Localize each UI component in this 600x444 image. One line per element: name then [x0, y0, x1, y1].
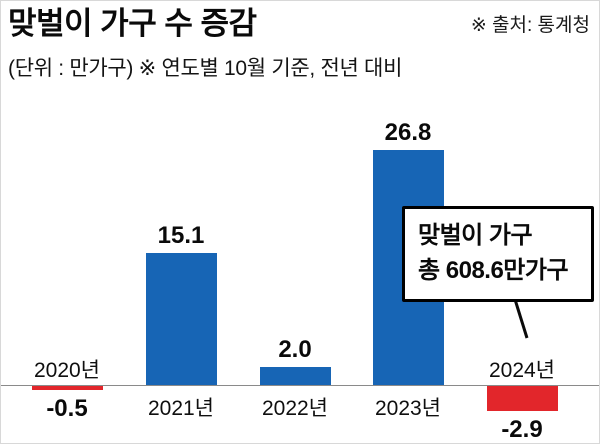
year-label-2020: 2020년 [33, 359, 101, 382]
bar-2020 [31, 386, 103, 390]
source-note: ※ 출처: 통계청 [470, 15, 590, 36]
bar-2024 [486, 386, 558, 411]
year-label-2022: 2022년 [261, 397, 329, 420]
bar-2021 [145, 253, 217, 385]
annotation-box: 맞벌이 가구 총 608.6만가구 [402, 206, 594, 302]
value-label-2023: 26.8 [384, 119, 432, 146]
annotation-line1: 맞벌이 가구 [418, 222, 533, 249]
x-axis-line [0, 385, 600, 386]
value-label-2021: 15.1 [157, 222, 205, 249]
year-label-2024: 2024년 [488, 359, 556, 382]
year-label-2023: 2023년 [374, 397, 442, 420]
annotation-line2: 총 608.6만가구 [418, 256, 569, 284]
value-label-2024: -2.9 [501, 416, 543, 443]
page-title: 맞벌이 가구 수 증감 [8, 6, 257, 41]
chart-subtitle: (단위 : 만가구) ※ 연도별 10월 기준, 전년 대비 [8, 57, 403, 80]
year-label-2021: 2021년 [147, 397, 215, 420]
bar-2022 [259, 367, 331, 385]
value-label-2020: -0.5 [46, 395, 88, 422]
value-label-2022: 2.0 [278, 336, 312, 363]
